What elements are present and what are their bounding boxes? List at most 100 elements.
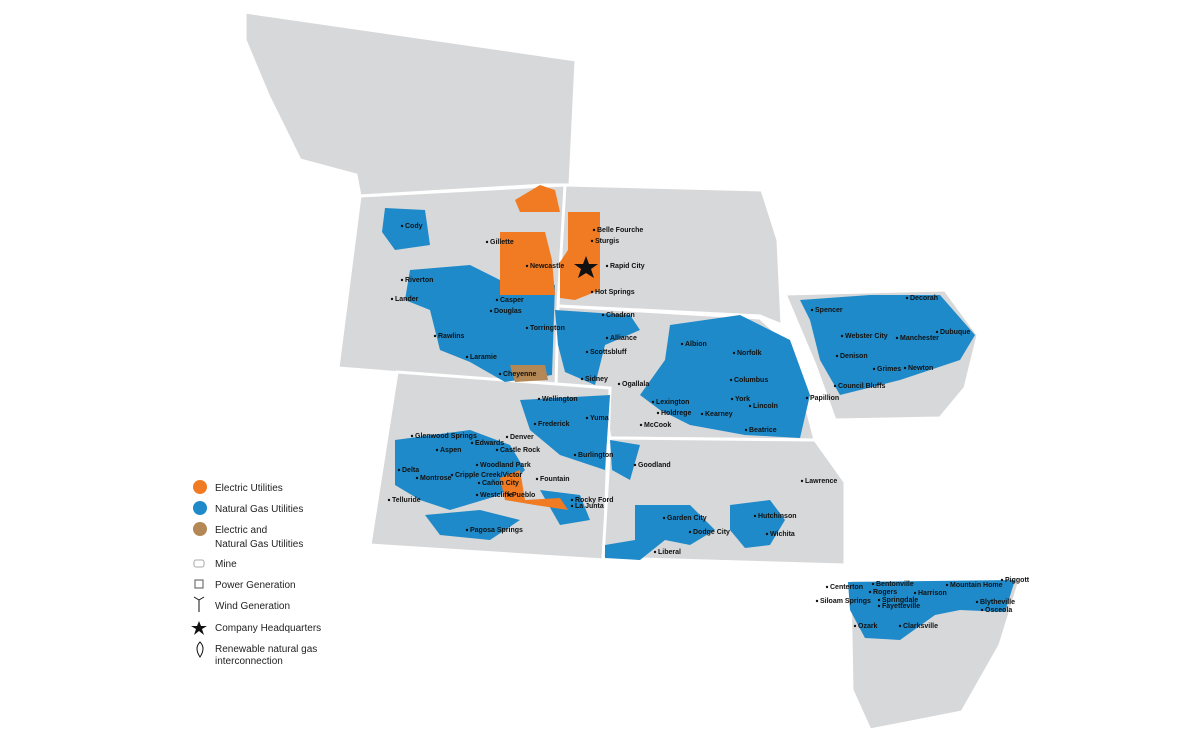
city-label: Denison — [840, 353, 868, 360]
city-label: Lexington — [656, 399, 689, 406]
city-label: Alliance — [610, 335, 637, 342]
legend-label: Mine — [215, 559, 237, 570]
city-label: Belle Fourche — [597, 227, 643, 234]
legend-label: Natural Gas Utilities — [215, 504, 303, 515]
city-dot — [810, 308, 814, 312]
power-icon — [194, 579, 204, 589]
city-label: Burlington — [578, 452, 613, 459]
city-label: Decorah — [910, 295, 938, 302]
legend-label: Electric Utilities — [215, 483, 283, 494]
city-dot — [800, 479, 804, 483]
city-dot — [1000, 578, 1004, 582]
city-label: Fayetteville — [882, 603, 920, 610]
city-label: Torrington — [530, 325, 565, 332]
city-label: Montrose — [420, 475, 452, 482]
city-dot — [605, 336, 609, 340]
city-label: Scottsbluff — [590, 349, 627, 356]
city-dot — [397, 468, 401, 472]
city-label: Osceola — [985, 607, 1012, 614]
city-dot — [475, 463, 479, 467]
city-dot — [753, 514, 757, 518]
city-label: Bentonville — [876, 581, 914, 588]
city-dot — [477, 481, 481, 485]
city-dot — [590, 239, 594, 243]
city-dot — [656, 411, 660, 415]
city-label: Liberal — [658, 549, 681, 556]
city-label: Ogallala — [622, 381, 649, 388]
city-dot — [475, 493, 479, 497]
city-dot — [495, 298, 499, 302]
city-dot — [633, 463, 637, 467]
city-dot — [853, 624, 857, 628]
city-dot — [533, 422, 537, 426]
city-dot — [387, 498, 391, 502]
city-label: Rapid City — [610, 263, 645, 270]
gas-area — [382, 208, 430, 250]
city-label: Grimes — [877, 366, 901, 373]
city-dot — [895, 336, 899, 340]
city-label: Chadron — [606, 312, 635, 319]
legend-swatch — [193, 501, 207, 515]
city-dot — [730, 397, 734, 401]
city-label: Webster City — [845, 333, 888, 340]
city-dot — [585, 416, 589, 420]
gas-area — [425, 510, 520, 540]
city-dot — [825, 585, 829, 589]
city-label: Telluride — [392, 497, 421, 504]
city-dot — [833, 384, 837, 388]
city-label: Wichita — [770, 531, 795, 538]
city-label: Spencer — [815, 307, 843, 314]
city-dot — [748, 404, 752, 408]
city-dot — [868, 590, 872, 594]
legend-label: Wind Generation — [215, 601, 290, 612]
city-dot — [765, 532, 769, 536]
gas-area — [730, 500, 785, 548]
city-dot — [871, 582, 875, 586]
city-label: Douglas — [494, 308, 522, 315]
city-label: Aspen — [440, 447, 461, 454]
city-dot — [905, 296, 909, 300]
legend-label: Natural Gas Utilities — [215, 539, 303, 550]
city-label: Siloam Springs — [820, 598, 871, 605]
service-areas — [382, 185, 1015, 640]
city-label: Cripple Creek/Victor — [455, 472, 522, 479]
electric-area — [560, 212, 600, 300]
city-label: Castle Rock — [500, 447, 540, 454]
city-dot — [495, 448, 499, 452]
city-dot — [744, 428, 748, 432]
city-label: Rocky Ford — [575, 497, 614, 504]
city-dot — [840, 334, 844, 338]
montana — [243, 10, 578, 198]
city-dot — [435, 448, 439, 452]
city-dot — [570, 504, 574, 508]
city-label: Hot Springs — [595, 289, 635, 296]
city-label: Glenwood Springs — [415, 433, 477, 440]
legend-swatch — [193, 522, 207, 536]
city-dot — [592, 228, 596, 232]
city-labels: Cody Gillette Newcastle Belle Fourche Sturgi… — [387, 223, 1030, 630]
city-label: Lawrence — [805, 478, 837, 485]
city-label: Lander — [395, 296, 419, 303]
city-dot — [450, 473, 454, 477]
city-label: Newcastle — [530, 263, 564, 270]
city-dot — [662, 516, 666, 520]
city-dot — [605, 264, 609, 268]
city-label: Papillion — [810, 395, 839, 402]
city-label: McCook — [644, 422, 671, 429]
headquarters-star — [574, 256, 598, 278]
city-label: Frederick — [538, 421, 570, 428]
legend-label: Renewable natural gas — [215, 644, 317, 655]
city-label: Denver — [510, 434, 534, 441]
city-label: Rawlins — [438, 333, 465, 340]
legend: Electric Utilities Natural Gas Utilities… — [191, 480, 321, 667]
city-dot — [465, 528, 469, 532]
city-label: Hutchinson — [758, 513, 797, 520]
city-dot — [485, 240, 489, 244]
city-label: Gillette — [490, 239, 514, 246]
city-label: Yuma — [590, 415, 609, 422]
gas-area — [800, 295, 975, 395]
city-label: Westcliffe — [480, 492, 513, 499]
city-dot — [732, 351, 736, 355]
city-label: York — [735, 396, 750, 403]
